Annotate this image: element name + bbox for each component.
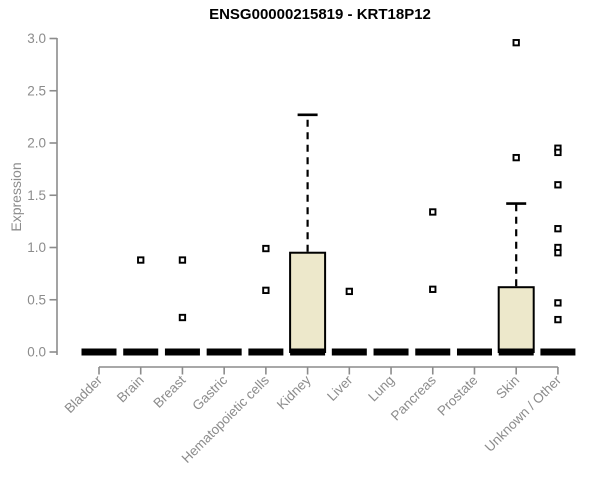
median-bar [81, 348, 117, 356]
y-tick-label: 0.0 [27, 345, 46, 360]
median-bar [540, 348, 576, 356]
chart-title: ENSG00000215819 - KRT18P12 [209, 6, 431, 23]
median-bar [498, 348, 534, 356]
outlier-point [554, 225, 562, 233]
x-category-label: Pancreas [388, 372, 439, 423]
outlier-point [554, 315, 562, 324]
x-category-label: Unknown / Other [482, 372, 565, 455]
x-category-label: Kidney [274, 372, 314, 412]
median-bar [290, 348, 326, 356]
outlier-point [137, 256, 145, 264]
outlier-point [262, 286, 270, 294]
outlier-point [178, 256, 187, 264]
outlier-point [554, 148, 562, 157]
outlier-point [178, 313, 187, 322]
median-bar [331, 348, 367, 356]
x-category-label: Brain [114, 373, 147, 406]
outlier-point [554, 249, 562, 257]
outlier-point [554, 181, 562, 189]
median-bar [373, 348, 409, 356]
median-bar [415, 348, 451, 356]
outlier-point [429, 208, 437, 216]
median-bar [248, 348, 284, 356]
outlier-point [554, 299, 562, 307]
x-category-label: Liver [324, 372, 356, 404]
y-tick-label: 0.5 [27, 292, 46, 307]
x-category-label: Prostate [434, 373, 480, 419]
y-tick-label: 1.5 [27, 188, 46, 203]
y-tick-label: 3.0 [27, 31, 46, 46]
median-bar [456, 348, 492, 356]
outlier-point [262, 244, 270, 253]
x-category-label: Gastric [189, 372, 230, 413]
outlier-point [512, 39, 520, 47]
outlier-point [512, 153, 520, 162]
y-tick-label: 2.0 [27, 136, 46, 151]
x-category-label: Skin [493, 373, 522, 402]
box [497, 286, 535, 353]
x-category-label: Lung [365, 373, 397, 405]
median-bar [206, 348, 242, 356]
y-tick-label: 1.0 [27, 240, 46, 255]
median-bar [164, 348, 200, 356]
y-tick-label: 2.5 [27, 83, 46, 98]
box [289, 251, 327, 354]
median-bar [123, 348, 159, 356]
x-category-label: Breast [150, 372, 188, 410]
x-category-label: Bladder [62, 372, 106, 416]
outlier-point [345, 287, 353, 296]
outlier-point [429, 285, 437, 293]
